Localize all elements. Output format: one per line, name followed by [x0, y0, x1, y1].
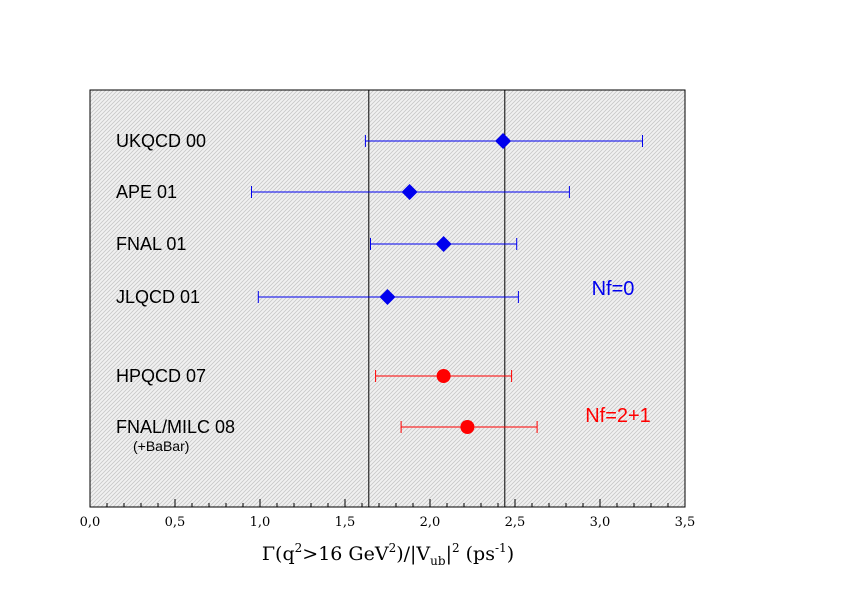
circle-marker [460, 420, 475, 434]
x-tick-label-1: 0,5 [165, 515, 186, 530]
row-label-2: FNAL 01 [116, 234, 186, 254]
diamond-marker [401, 184, 418, 200]
row-label-0: UKQCD 00 [116, 131, 206, 151]
diamond-marker [495, 133, 512, 149]
legend-nf21-label: Nf=2+1 [585, 405, 651, 427]
data-point-4 [375, 369, 513, 383]
circle-marker [436, 369, 451, 383]
row-label-3: JLQCD 01 [116, 287, 200, 307]
x-tick-label-5: 2,5 [505, 515, 526, 530]
x-tick-label-3: 1,5 [335, 515, 356, 530]
data-point-5 [400, 420, 538, 434]
x-tick-label-4: 2,0 [420, 515, 441, 530]
data-point-3 [257, 289, 519, 305]
diamond-marker [379, 289, 396, 305]
x-tick-label-6: 3,0 [590, 515, 611, 530]
data-point-1 [251, 184, 570, 200]
x-axis-title: Γ(q2>16 GeV2)/|Vub|2 (ps-1) [262, 541, 514, 568]
row-sublabel-5: (+BaBar) [133, 438, 189, 454]
data-point-2 [370, 236, 518, 252]
row-label-5: FNAL/MILC 08 [116, 417, 235, 437]
diamond-marker [435, 236, 452, 252]
x-tick-label-7: 3,5 [675, 515, 696, 530]
row-label-4: HPQCD 07 [116, 366, 206, 386]
data-point-0 [364, 133, 643, 149]
legend-nf0-label: Nf=0 [592, 278, 635, 300]
x-tick-label-0: 0,0 [80, 515, 101, 530]
x-tick-label-2: 1,0 [250, 515, 271, 530]
row-label-1: APE 01 [116, 182, 177, 202]
